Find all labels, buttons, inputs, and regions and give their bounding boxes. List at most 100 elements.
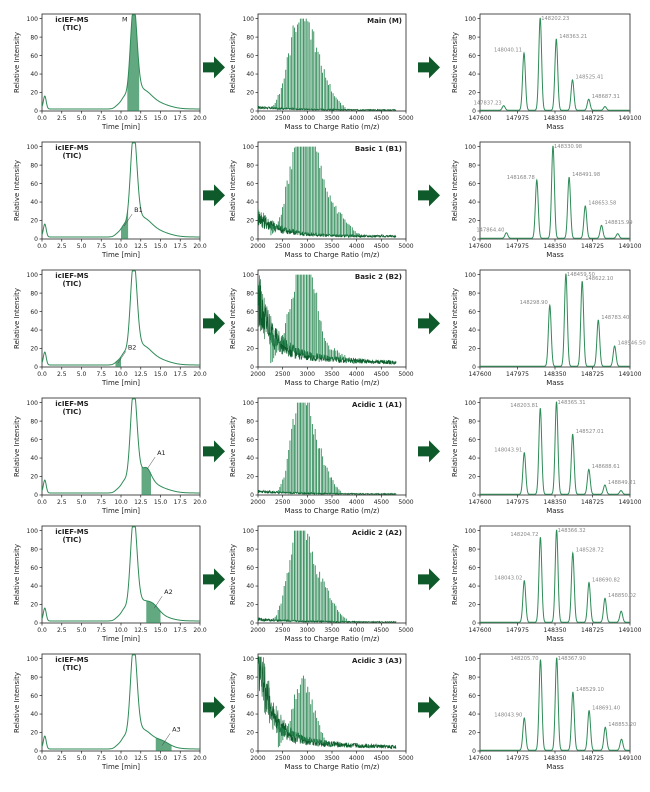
deconv-r1-peak-label: 148168.78 [507, 175, 535, 181]
ms-r0-y-tick-label: 20 [246, 90, 254, 97]
deconv-r5-x-tick-label: 149100 [619, 755, 642, 762]
deconv-r3-y-tick-label: 100 [465, 400, 477, 407]
ms-r2-x-tick-label: 3500 [324, 371, 339, 378]
ms-r4-y-tick-label: 40 [246, 583, 254, 590]
tic-r5-x-tick-label: 2.5 [57, 755, 67, 762]
deconv-r0-peak-label: 148687.31 [592, 94, 620, 100]
ms-r0-x-tick-label: 3500 [324, 115, 339, 122]
ms-r2-y-tick-label: 100 [243, 272, 255, 279]
tic-r0-y-tick-label: 100 [27, 16, 39, 23]
tic-r4-subtitle: (TIC) [63, 536, 82, 544]
deconv-r2-y-axis-label: Relative Intensity [451, 288, 459, 349]
deconv-r4-y-tick-label: 20 [468, 602, 476, 609]
workflow-arrow-icon [418, 568, 440, 590]
deconv-r0-peak-label: 148525.41 [576, 75, 604, 81]
deconv-r5-x-tick-label: 148725 [581, 755, 604, 762]
tic-r0-x-tick-label: 5.0 [77, 115, 87, 122]
tic-r3-y-tick-label: 60 [30, 437, 38, 444]
ms-r4-x-tick-label: 4000 [349, 627, 364, 634]
deconv-r5-y-tick-label: 80 [468, 674, 476, 681]
ms-r0-axes-frame [258, 14, 406, 111]
deconv-r1-x-tick-label: 148350 [544, 243, 567, 250]
deconv-r4-y-tick-label: 80 [468, 546, 476, 553]
tic-r1-y-tick-label: 40 [30, 199, 38, 206]
tic-r2-y-tick-label: 20 [30, 346, 38, 353]
ms-r2-y-tick-label: 20 [246, 346, 254, 353]
tic-r5-y-tick-label: 80 [30, 674, 38, 681]
ms-r5-y-tick-label: 80 [246, 674, 254, 681]
tic-r5-x-tick-label: 15.0 [154, 755, 168, 762]
ms-r3-title: Acidic 1 (A1) [352, 401, 402, 409]
deconv-r2-peak-label: 148946.50 [618, 341, 646, 347]
workflow-arrow-icon [418, 56, 440, 78]
tic-r0-x-tick-label: 20.0 [193, 115, 207, 122]
deconv-r4-y-axis-label: Relative Intensity [451, 544, 459, 605]
tic-r0-subtitle: (TIC) [63, 24, 82, 32]
tic-r1-subtitle: (TIC) [63, 152, 82, 160]
tic-r1-marker-label: B1 [134, 206, 143, 214]
deconv-r5-y-tick-label: 40 [468, 711, 476, 718]
tic-r3-x-tick-label: 15.0 [154, 499, 168, 506]
ms-r0-x-tick-label: 4500 [374, 115, 389, 122]
ms-r0-y-tick-label: 60 [246, 53, 254, 60]
deconv-r1-y-tick-label: 40 [468, 199, 476, 206]
ms-r1-x-tick-label: 2500 [275, 243, 290, 250]
deconv-r0-x-tick-label: 147600 [469, 115, 492, 122]
tic-r5-y-axis-label: Relative Intensity [13, 672, 21, 733]
ms-r3-x-tick-label: 5000 [398, 499, 413, 506]
deconv-r4-x-tick-label: 149100 [619, 627, 642, 634]
ms-r5-y-tick-label: 40 [246, 711, 254, 718]
tic-r1-x-tick-label: 17.5 [174, 243, 188, 250]
ms-r5-x-axis-label: Mass to Charge Ratio (m/z) [285, 763, 380, 771]
tic-r5-x-tick-label: 17.5 [174, 755, 188, 762]
ms-r1-x-tick-label: 5000 [398, 243, 413, 250]
tic-r5-x-tick-label: 7.5 [96, 755, 106, 762]
tic-r4-y-tick-label: 40 [30, 583, 38, 590]
tic-r2-x-axis-label: Time [min] [101, 379, 140, 387]
ms-r0-x-tick-label: 2500 [275, 115, 290, 122]
deconv-r1-x-tick-label: 147975 [506, 243, 529, 250]
deconv-r4-y-tick-label: 60 [468, 565, 476, 572]
ms-r1-y-tick-label: 40 [246, 199, 254, 206]
ms-r2-y-axis-label: Relative Intensity [229, 288, 237, 349]
deconv-r3-peak-label: 148365.31 [558, 400, 586, 406]
deconv-r5-peak-label: 148367.90 [558, 656, 586, 662]
tic-r2-x-tick-label: 2.5 [57, 371, 67, 378]
tic-r4-y-tick-label: 80 [30, 546, 38, 553]
tic-r3-x-tick-label: 7.5 [96, 499, 106, 506]
tic-r2-x-tick-label: 17.5 [174, 371, 188, 378]
tic-r1-y-axis-label: Relative Intensity [13, 160, 21, 221]
tic-r0-y-axis-label: Relative Intensity [13, 32, 21, 93]
deconv-r3-peak-label: 148527.01 [576, 429, 604, 435]
deconv-r2-x-tick-label: 148725 [581, 371, 604, 378]
tic-r2-y-tick-label: 40 [30, 327, 38, 334]
deconv-r1-x-tick-label: 148725 [581, 243, 604, 250]
deconv-r3-y-axis-label: Relative Intensity [451, 416, 459, 477]
ms-r2-y-tick-label: 80 [246, 290, 254, 297]
tic-r5-x-axis-label: Time [min] [101, 763, 140, 771]
ms-r5-y-axis-label: Relative Intensity [229, 672, 237, 733]
ms-r1-x-tick-label: 3000 [300, 243, 315, 250]
ms-r5-title: Acidic 3 (A3) [352, 657, 402, 665]
ms-r3-x-tick-label: 3500 [324, 499, 339, 506]
tic-r4-marker-label: A2 [164, 588, 173, 596]
deconv-r5-y-axis-label: Relative Intensity [451, 672, 459, 733]
deconv-r0-x-tick-label: 147975 [506, 115, 529, 122]
ms-r0-y-tick-label: 80 [246, 34, 254, 41]
ms-r4-y-tick-label: 60 [246, 565, 254, 572]
ms-r2-x-tick-label: 4500 [374, 371, 389, 378]
tic-r5-y-tick-label: 100 [27, 656, 39, 663]
deconv-r0-peak-label: 148040.11 [494, 48, 522, 54]
ms-r5-axes-frame [258, 654, 406, 751]
ms-r4-y-axis-label: Relative Intensity [229, 544, 237, 605]
tic-r4-x-tick-label: 5.0 [77, 627, 87, 634]
ms-r2-x-tick-label: 2000 [250, 371, 265, 378]
tic-r0-x-tick-label: 10.0 [114, 115, 128, 122]
deconv-r0-x-axis-label: Mass [546, 123, 564, 131]
tic-r3-title: icIEF-MS [55, 400, 88, 408]
ms-r5-y-tick-label: 20 [246, 730, 254, 737]
deconv-r2-x-tick-label: 148350 [544, 371, 567, 378]
deconv-r3-y-tick-label: 60 [468, 437, 476, 444]
deconv-r0-x-tick-label: 148725 [581, 115, 604, 122]
